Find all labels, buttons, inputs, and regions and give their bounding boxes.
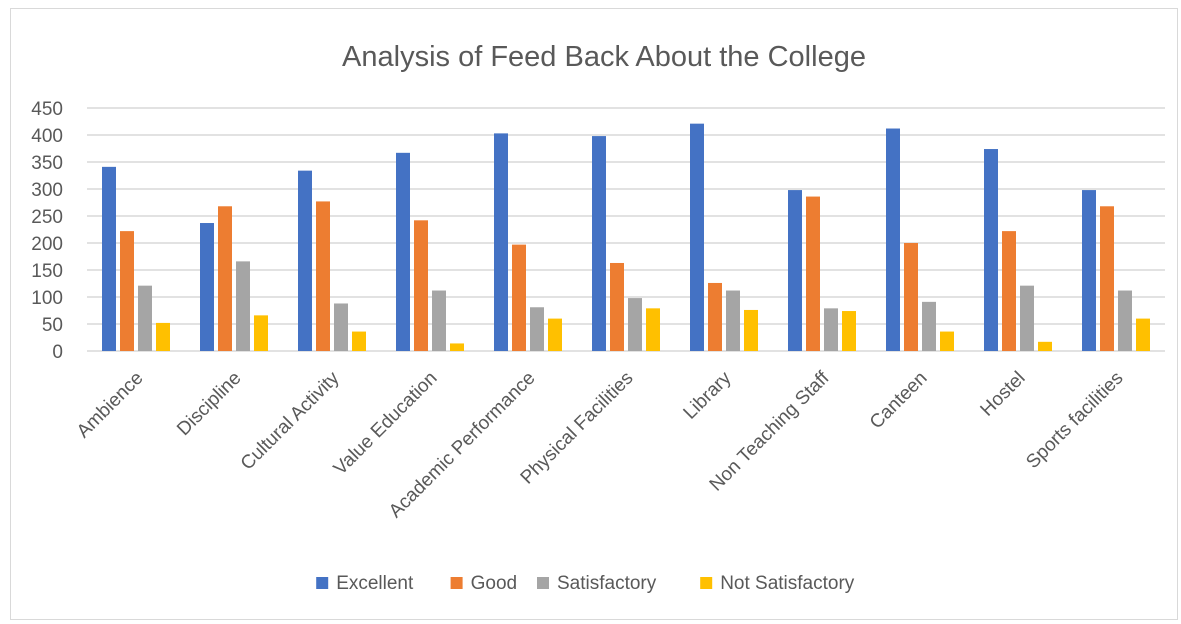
- bar-satisfactory-physical-facilities: [628, 298, 642, 351]
- bar-excellent-library: [690, 123, 704, 351]
- bar-not-satisfactory-discipline: [254, 315, 268, 351]
- bar-excellent-ambience: [102, 166, 116, 351]
- y-tick-label: 100: [31, 288, 63, 309]
- bar-good-discipline: [218, 206, 232, 351]
- bar-good-sports-facilities: [1100, 206, 1114, 351]
- x-tick-label-sports-facilities: Sports facilities: [1022, 368, 1127, 473]
- y-axis-ticks: 0 50 100 150 200 250 300 350 400 450: [31, 99, 63, 363]
- y-tick-label: 200: [31, 234, 63, 255]
- bar-not-satisfactory-non-teaching-staff: [842, 311, 856, 351]
- y-tick-label: 0: [52, 342, 63, 363]
- bar-not-satisfactory-library: [744, 309, 758, 351]
- legend-item-good: Good: [450, 573, 517, 594]
- bar-excellent-physical-facilities: [592, 136, 606, 351]
- bar-not-satisfactory-cultural-activity: [352, 331, 366, 351]
- bar-not-satisfactory-ambience: [156, 322, 170, 351]
- x-tick-label-cultural-activity: Cultural Activity: [237, 367, 344, 474]
- x-tick-label-hostel: Hostel: [977, 368, 1030, 421]
- bar-good-library: [708, 282, 722, 351]
- legend-item-excellent: Excellent: [316, 573, 414, 594]
- y-tick-label: 450: [31, 99, 63, 120]
- bar-good-value-education: [414, 220, 428, 351]
- bar-excellent-academic-performance: [494, 133, 508, 351]
- y-tick-label: 350: [31, 153, 63, 174]
- x-tick-label-canteen: Canteen: [866, 368, 932, 434]
- bar-excellent-hostel: [984, 149, 998, 351]
- legend-label: Not Satisfactory: [720, 573, 855, 594]
- bar-not-satisfactory-hostel: [1038, 341, 1052, 351]
- y-tick-label: 300: [31, 180, 63, 201]
- bar-not-satisfactory-sports-facilities: [1136, 318, 1150, 351]
- bar-good-cultural-activity: [316, 201, 330, 351]
- bar-satisfactory-discipline: [236, 261, 250, 351]
- chart-frame: Analysis of Feed Back About the College …: [10, 8, 1178, 620]
- bar-satisfactory-sports-facilities: [1118, 290, 1132, 351]
- bar-good-hostel: [1002, 231, 1016, 351]
- bars: [102, 123, 1150, 351]
- bar-excellent-sports-facilities: [1082, 190, 1096, 351]
- x-tick-label-library: Library: [680, 367, 736, 423]
- bar-excellent-canteen: [886, 128, 900, 351]
- legend-swatch: [450, 577, 463, 589]
- legend-swatch: [700, 577, 713, 589]
- bar-not-satisfactory-physical-facilities: [646, 308, 660, 351]
- legend-swatch: [316, 577, 329, 589]
- bar-good-canteen: [904, 243, 918, 351]
- y-tick-label: 50: [42, 315, 63, 336]
- legend-item-satisfactory: Satisfactory: [537, 573, 657, 594]
- bar-not-satisfactory-canteen: [940, 331, 954, 351]
- y-tick-label: 400: [31, 126, 63, 147]
- bar-excellent-value-education: [396, 152, 410, 351]
- bar-satisfactory-value-education: [432, 290, 446, 351]
- y-tick-label: 150: [31, 261, 63, 282]
- bar-satisfactory-hostel: [1020, 285, 1034, 351]
- bar-satisfactory-non-teaching-staff: [824, 308, 838, 351]
- x-tick-label-discipline: Discipline: [173, 368, 245, 440]
- legend-label: Excellent: [336, 573, 414, 594]
- bar-excellent-cultural-activity: [298, 170, 312, 351]
- legend-item-not-satisfactory: Not Satisfactory: [700, 573, 855, 594]
- bar-not-satisfactory-value-education: [450, 343, 464, 351]
- bar-good-academic-performance: [512, 244, 526, 351]
- bar-good-physical-facilities: [610, 262, 624, 351]
- chart-title: Analysis of Feed Back About the College: [342, 41, 866, 73]
- y-tick-label: 250: [31, 207, 63, 228]
- legend-label: Satisfactory: [557, 573, 657, 594]
- bar-good-non-teaching-staff: [806, 196, 820, 351]
- bar-satisfactory-ambience: [138, 285, 152, 351]
- bar-satisfactory-cultural-activity: [334, 303, 348, 351]
- x-tick-label-value-education: Value Education: [330, 368, 442, 480]
- chart-svg: Analysis of Feed Back About the College …: [31, 41, 1165, 594]
- legend-label: Good: [471, 573, 517, 594]
- legend: Excellent Good Satisfactory Not Satisfactor…: [316, 573, 855, 594]
- bar-excellent-non-teaching-staff: [788, 190, 802, 351]
- bar-good-ambience: [120, 231, 134, 351]
- bar-satisfactory-academic-performance: [530, 307, 544, 351]
- bar-excellent-discipline: [200, 223, 214, 351]
- x-tick-label-ambience: Ambience: [73, 368, 148, 443]
- bar-not-satisfactory-academic-performance: [548, 318, 562, 351]
- legend-swatch: [537, 577, 549, 589]
- bar-satisfactory-library: [726, 290, 740, 351]
- bar-satisfactory-canteen: [922, 301, 936, 351]
